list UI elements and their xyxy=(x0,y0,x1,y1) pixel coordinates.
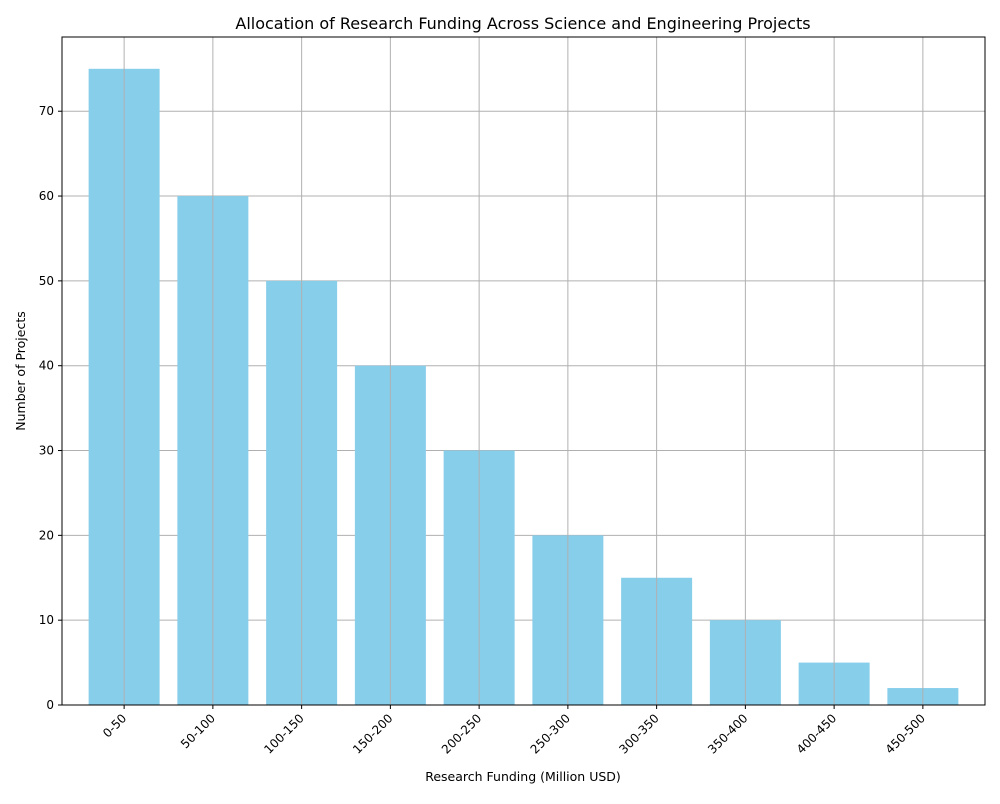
bars-layer xyxy=(88,68,959,706)
x-tick-label: 50-100 xyxy=(178,711,218,751)
vertical-grid-layer xyxy=(123,37,924,705)
x-tick-label: 250-300 xyxy=(528,711,573,756)
x-tick-label: 150-200 xyxy=(350,711,395,756)
y-axis-label: Number of Projects xyxy=(13,311,28,431)
y-axis-ticks: 0 10 20 30 40 50 60 70 xyxy=(39,104,62,712)
y-tick-label: 60 xyxy=(39,189,54,203)
y-tick-label: 10 xyxy=(39,613,54,627)
y-tick-label: 20 xyxy=(39,528,54,542)
x-tick-label: 0-50 xyxy=(100,711,129,740)
plot-frame xyxy=(61,36,986,706)
x-tick-label: 100-150 xyxy=(261,711,306,756)
x-tick-label: 200-250 xyxy=(439,711,484,756)
x-tick-label: 300-350 xyxy=(616,711,661,756)
y-tick-label: 30 xyxy=(39,444,54,458)
x-tick-label: 350-400 xyxy=(705,711,750,756)
y-tick-label: 50 xyxy=(39,274,54,288)
x-tick-label: 400-450 xyxy=(794,711,839,756)
y-tick-label: 0 xyxy=(46,698,54,712)
y-tick-label: 70 xyxy=(39,104,54,118)
y-tick-label: 40 xyxy=(39,359,54,373)
x-axis-label: Research Funding (Million USD) xyxy=(425,769,621,784)
chart-title: Allocation of Research Funding Across Sc… xyxy=(235,14,810,33)
x-axis-ticks: 0-50 50-100 100-150 150-200 200-250 250-300 30… xyxy=(100,705,928,757)
x-tick-label: 450-500 xyxy=(883,711,928,756)
